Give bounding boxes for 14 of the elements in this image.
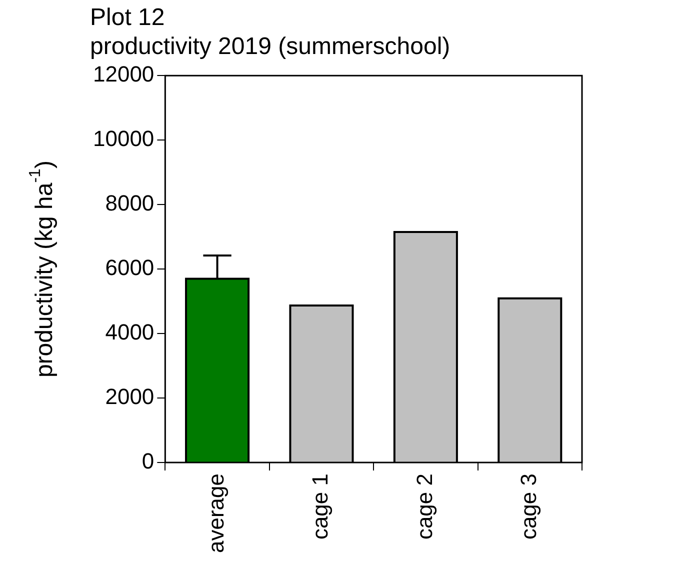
- y-tick-label: 2000: [105, 384, 154, 410]
- x-tick-label: cage 2: [412, 473, 437, 540]
- x-tick-label: cage 1: [308, 473, 333, 540]
- chart-title: Plot 12: [90, 4, 165, 32]
- y-tick-label: 6000: [105, 255, 154, 280]
- y-axis-title: productivity (kg ha-1): [27, 160, 58, 378]
- chart-subtitle: productivity 2019 (summerschool): [90, 32, 450, 60]
- y-tick-label: 0: [142, 448, 154, 474]
- x-tick-label: average: [203, 473, 228, 554]
- x-tick-label: cage 3: [516, 473, 541, 540]
- y-tick-label: 12000: [92, 62, 154, 87]
- y-tick-label: 8000: [105, 190, 154, 216]
- y-tick-label: 4000: [105, 320, 154, 345]
- y-tick-label: 10000: [92, 126, 154, 152]
